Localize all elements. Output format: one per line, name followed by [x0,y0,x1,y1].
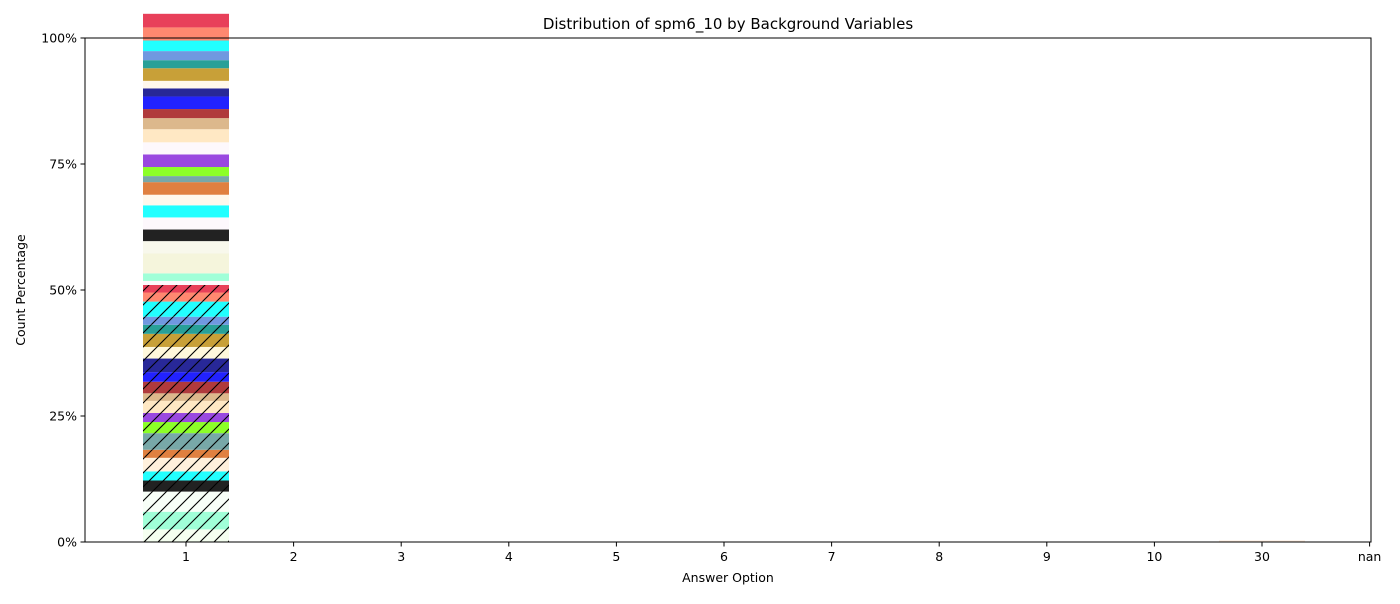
plot-frame [84,37,1372,543]
bar-1-segment-42 [143,68,229,81]
x-tick-label: 5 [612,549,620,564]
chart-title: Distribution of spm6_10 by Background Va… [543,15,914,34]
x-tick-label: 7 [828,549,836,564]
bar-1-segment-27 [143,229,229,242]
bar-1-segment-9-hatch [143,422,229,434]
bar-1-segment-30 [143,194,229,206]
y-tick-label: 25% [49,409,77,424]
bar-1-segment-43 [143,60,229,69]
bar-1-segment-17-hatch [143,333,229,347]
x-tick-label: 30 [1254,549,1270,564]
bar-1-segment-7-hatch [143,449,229,458]
bar-1-segment-46 [143,27,229,41]
x-tick-label: 8 [935,549,943,564]
bar-1-segment-11-hatch [143,400,229,413]
bar-1-segment-45 [143,40,229,52]
bar-1-segment-14-hatch [143,372,229,382]
bar-1-segment-34 [143,154,229,168]
x-axis-label: Answer Option [682,570,774,585]
y-tick-label: 0% [57,535,77,550]
x-tick-label: nan [1358,549,1382,564]
y-axis-label: Count Percentage [13,234,28,346]
bar-1-segment-25 [143,253,229,274]
bar-1-segment-37 [143,118,229,130]
bar-1-segment-32 [143,176,229,183]
bar-1-segment-19-hatch [143,316,229,325]
bar-1-segment-10-hatch [143,412,229,423]
bar-1-segment-40 [143,88,229,97]
bar-1-segment-13-hatch [143,381,229,394]
bar-1-segment-23 [143,280,229,285]
bar-1-segment-36 [143,129,229,143]
y-tick-label: 50% [49,283,77,298]
bar-1-segment-18-hatch [143,324,229,334]
x-tick-label: 9 [1043,549,1051,564]
bar-1-segment-39 [143,96,229,110]
bar-1-segment-15-hatch [143,358,229,373]
bar-1-segment-1-hatch [143,529,229,542]
bar-1-segment-16-hatch [143,346,229,359]
bar-1-segment-5-hatch [143,471,229,481]
bar-1-segment-2-hatch [143,511,229,530]
bar-1-segment-20-hatch [143,301,229,317]
bar-1-segment-26 [143,241,229,254]
bar-1-segment-35 [143,142,229,155]
bar-1-segment-29 [143,205,229,218]
bar-1-segment-24 [143,273,229,281]
x-tick-label: 1 [182,549,190,564]
x-tick-label: 6 [720,549,728,564]
bar-1-segment-4-hatch [143,480,229,492]
bar-1-segment-41 [143,80,229,89]
x-tick-label: 4 [505,549,513,564]
bar-1-segment-33 [143,167,229,177]
y-tick-label: 100% [41,31,77,46]
y-tick-label: 75% [49,157,77,172]
bar-1-segment-12-hatch [143,393,229,401]
bar-30-segment-1 [1219,540,1305,542]
bar-1-segment-38 [143,109,229,119]
bar-1-segment-28 [143,217,229,230]
bar-1-segment-31 [143,182,229,195]
x-tick-label: 10 [1146,549,1162,564]
y-axis: 0% 25% 50% 75% 100% [41,31,85,550]
bar-1-segment-3-hatch [143,491,229,512]
bars-group [143,13,1305,542]
bar-1-segment-44 [143,51,229,61]
x-tick-label: 3 [397,549,405,564]
bar-1-segment-47 [143,13,229,28]
bar-1-segment-22-hatch [143,284,229,293]
x-axis: 1 2 3 4 5 6 7 8 9 10 30 nan [182,542,1381,564]
bar-1-segment-6-hatch [143,457,229,472]
bar-1-segment-8-hatch [143,433,229,450]
bar-1-segment-21-hatch [143,292,229,302]
x-tick-label: 2 [290,549,298,564]
